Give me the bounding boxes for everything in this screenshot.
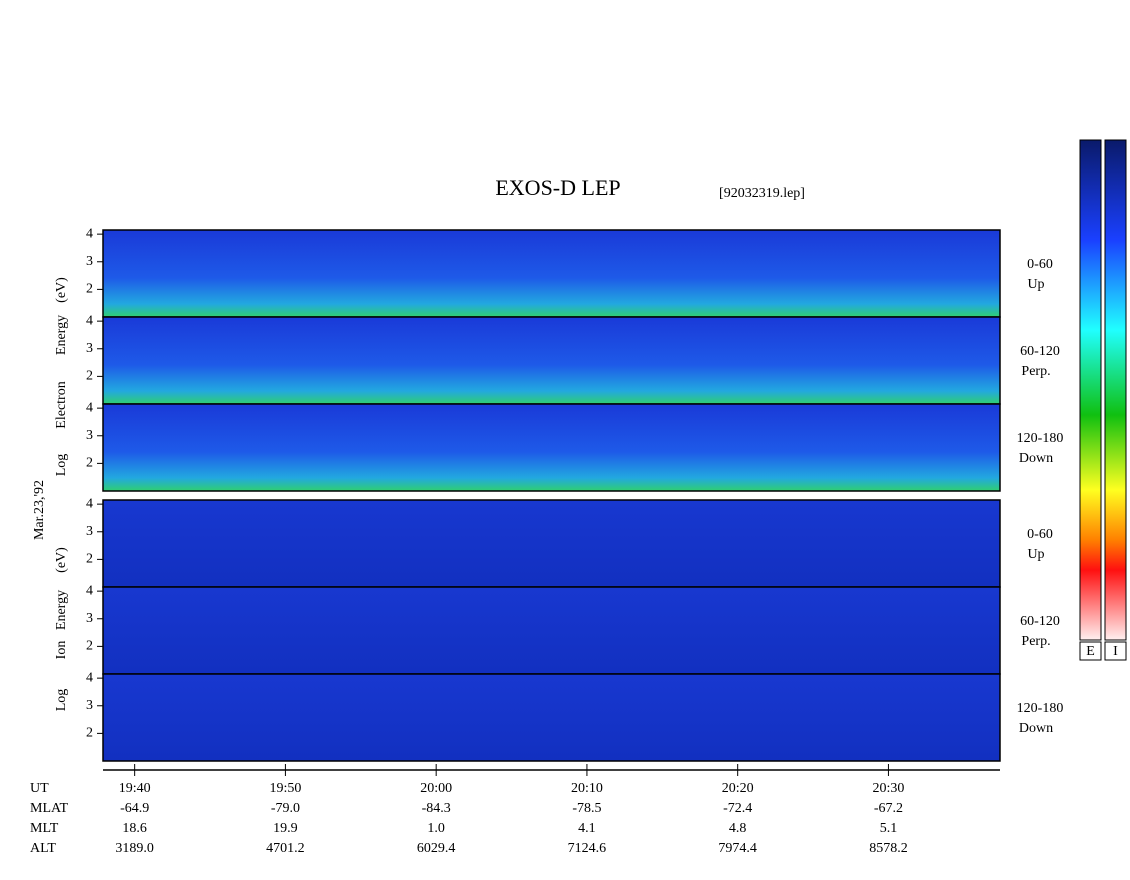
- ephemeris-value: 4701.2: [266, 841, 305, 856]
- y-axis-label: Log: [54, 454, 69, 477]
- spectrogram-panel: [102, 586, 1001, 675]
- colorbar-label-box: [1104, 641, 1127, 661]
- ephemeris-value: -72.4: [723, 801, 752, 816]
- x-tick-label: 20:10: [571, 781, 603, 796]
- spectrogram-panel: [102, 403, 1001, 492]
- y-tick-label: 4: [86, 226, 93, 241]
- y-tick-label: 4: [86, 670, 93, 685]
- y-tick-label: 3: [86, 524, 93, 539]
- ephemeris-value: 7974.4: [718, 841, 757, 856]
- channel-range: 120-180: [1017, 701, 1064, 716]
- y-axis-label: Energy: [54, 590, 69, 630]
- ephemeris-row-label: MLAT: [30, 801, 69, 816]
- spectrogram-panel: [102, 229, 1001, 318]
- y-tick-label: 3: [86, 428, 93, 443]
- y-tick-label: 4: [86, 313, 93, 328]
- ephemeris-value: 19.9: [273, 821, 298, 836]
- date-label: Mar.23,'92: [32, 480, 47, 540]
- ephemeris-row-label: ALT: [30, 841, 56, 856]
- channel-direction: Up: [1027, 277, 1044, 292]
- ephemeris-value: 5.1: [880, 821, 898, 836]
- ephemeris-value: 3189.0: [115, 841, 154, 856]
- y-axis-label: Ion: [54, 641, 69, 660]
- ephemeris-value: -79.0: [271, 801, 300, 816]
- channel-range: 60-120: [1020, 344, 1060, 359]
- channel-range: 60-120: [1020, 614, 1060, 629]
- ephemeris-value: 7124.6: [568, 841, 607, 856]
- y-tick-label: 4: [86, 400, 93, 415]
- colorbar-label-box: [1079, 641, 1102, 661]
- title: EXOS-D LEP: [495, 175, 620, 200]
- x-tick-label: 20:30: [872, 781, 904, 796]
- ephemeris-value: -64.9: [120, 801, 149, 816]
- spectrogram-panel: [102, 499, 1001, 588]
- ephemeris-value: 8578.2: [869, 841, 908, 856]
- colorbar-label: E: [1086, 644, 1095, 659]
- spectrogram-panel: [102, 673, 1001, 762]
- ephemeris-value: 6029.4: [417, 841, 456, 856]
- y-tick-label: 3: [86, 254, 93, 269]
- file-label: [92032319.lep]: [719, 186, 805, 201]
- y-tick-label: 3: [86, 611, 93, 626]
- channel-range: 0-60: [1027, 257, 1053, 272]
- ephemeris-row-label: MLT: [30, 821, 59, 836]
- y-axis-label: Electron: [54, 381, 69, 428]
- ephemeris-value: 1.0: [427, 821, 445, 836]
- y-tick-label: 2: [86, 282, 93, 297]
- y-tick-label: 2: [86, 369, 93, 384]
- y-axis-label: Log: [54, 689, 69, 712]
- ephemeris-value: -84.3: [422, 801, 451, 816]
- y-tick-label: 4: [86, 496, 93, 511]
- x-tick-label: 19:40: [119, 781, 151, 796]
- channel-range: 0-60: [1027, 527, 1053, 542]
- y-tick-label: 4: [86, 583, 93, 598]
- y-tick-label: 3: [86, 341, 93, 356]
- x-tick-label: 20:20: [722, 781, 754, 796]
- y-tick-label: 3: [86, 698, 93, 713]
- channel-direction: Up: [1027, 547, 1044, 562]
- colorbar: [1104, 139, 1127, 641]
- x-tick-label: 20:00: [420, 781, 452, 796]
- ephemeris-value: -67.2: [874, 801, 903, 816]
- y-axis-label: (eV): [54, 277, 69, 303]
- y-axis-label: Energy: [54, 315, 69, 355]
- x-tick-label: 19:50: [269, 781, 301, 796]
- colorbar-label: I: [1113, 644, 1118, 659]
- colorbar: [1079, 139, 1102, 641]
- ephemeris-value: 4.1: [578, 821, 596, 836]
- y-tick-label: 2: [86, 639, 93, 654]
- ephemeris-row-label: UT: [30, 781, 49, 796]
- channel-direction: Perp.: [1021, 634, 1050, 649]
- ephemeris-value: -78.5: [572, 801, 601, 816]
- y-tick-label: 2: [86, 456, 93, 471]
- channel-direction: Down: [1019, 451, 1053, 466]
- ephemeris-value: 4.8: [729, 821, 747, 836]
- channel-direction: Down: [1019, 721, 1053, 736]
- y-tick-label: 2: [86, 726, 93, 741]
- spectrogram-panel: [102, 316, 1001, 405]
- y-tick-label: 2: [86, 552, 93, 567]
- ephemeris-value: 18.6: [122, 821, 147, 836]
- channel-direction: Perp.: [1021, 364, 1050, 379]
- y-axis-label: (eV): [54, 547, 69, 573]
- channel-range: 120-180: [1017, 431, 1064, 446]
